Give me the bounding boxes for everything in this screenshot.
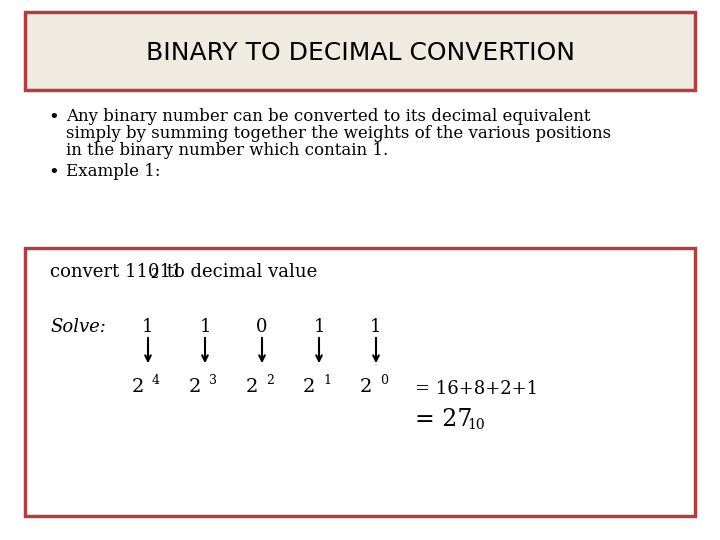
Text: Any binary number can be converted to its decimal equivalent: Any binary number can be converted to it… — [66, 108, 590, 125]
Text: 2: 2 — [266, 374, 274, 387]
Text: in the binary number which contain 1.: in the binary number which contain 1. — [66, 142, 388, 159]
Text: 2: 2 — [189, 378, 201, 396]
Text: 1: 1 — [323, 374, 331, 387]
Text: = 27: = 27 — [415, 408, 472, 431]
Text: 0: 0 — [256, 318, 268, 336]
Text: 10: 10 — [467, 418, 485, 432]
Text: 4: 4 — [152, 374, 160, 387]
Text: 2: 2 — [359, 378, 372, 396]
Text: •: • — [48, 108, 59, 126]
Text: 1: 1 — [370, 318, 382, 336]
FancyBboxPatch shape — [25, 12, 695, 90]
Text: 1: 1 — [143, 318, 154, 336]
FancyBboxPatch shape — [25, 248, 695, 516]
Text: •: • — [48, 163, 59, 181]
Text: 0: 0 — [380, 374, 388, 387]
Text: 2: 2 — [150, 268, 158, 281]
Text: Solve:: Solve: — [50, 318, 106, 336]
Text: 3: 3 — [209, 374, 217, 387]
Text: Example 1:: Example 1: — [66, 163, 161, 180]
Text: BINARY TO DECIMAL CONVERTION: BINARY TO DECIMAL CONVERTION — [145, 41, 575, 65]
Text: = 16+8+2+1: = 16+8+2+1 — [415, 380, 538, 398]
Text: 1: 1 — [199, 318, 211, 336]
Text: 2: 2 — [302, 378, 315, 396]
Text: convert 11011: convert 11011 — [50, 263, 182, 281]
Text: 2: 2 — [132, 378, 144, 396]
Text: 1: 1 — [313, 318, 325, 336]
Text: to decimal value: to decimal value — [161, 263, 318, 281]
Text: 2: 2 — [246, 378, 258, 396]
Text: simply by summing together the weights of the various positions: simply by summing together the weights o… — [66, 125, 611, 142]
